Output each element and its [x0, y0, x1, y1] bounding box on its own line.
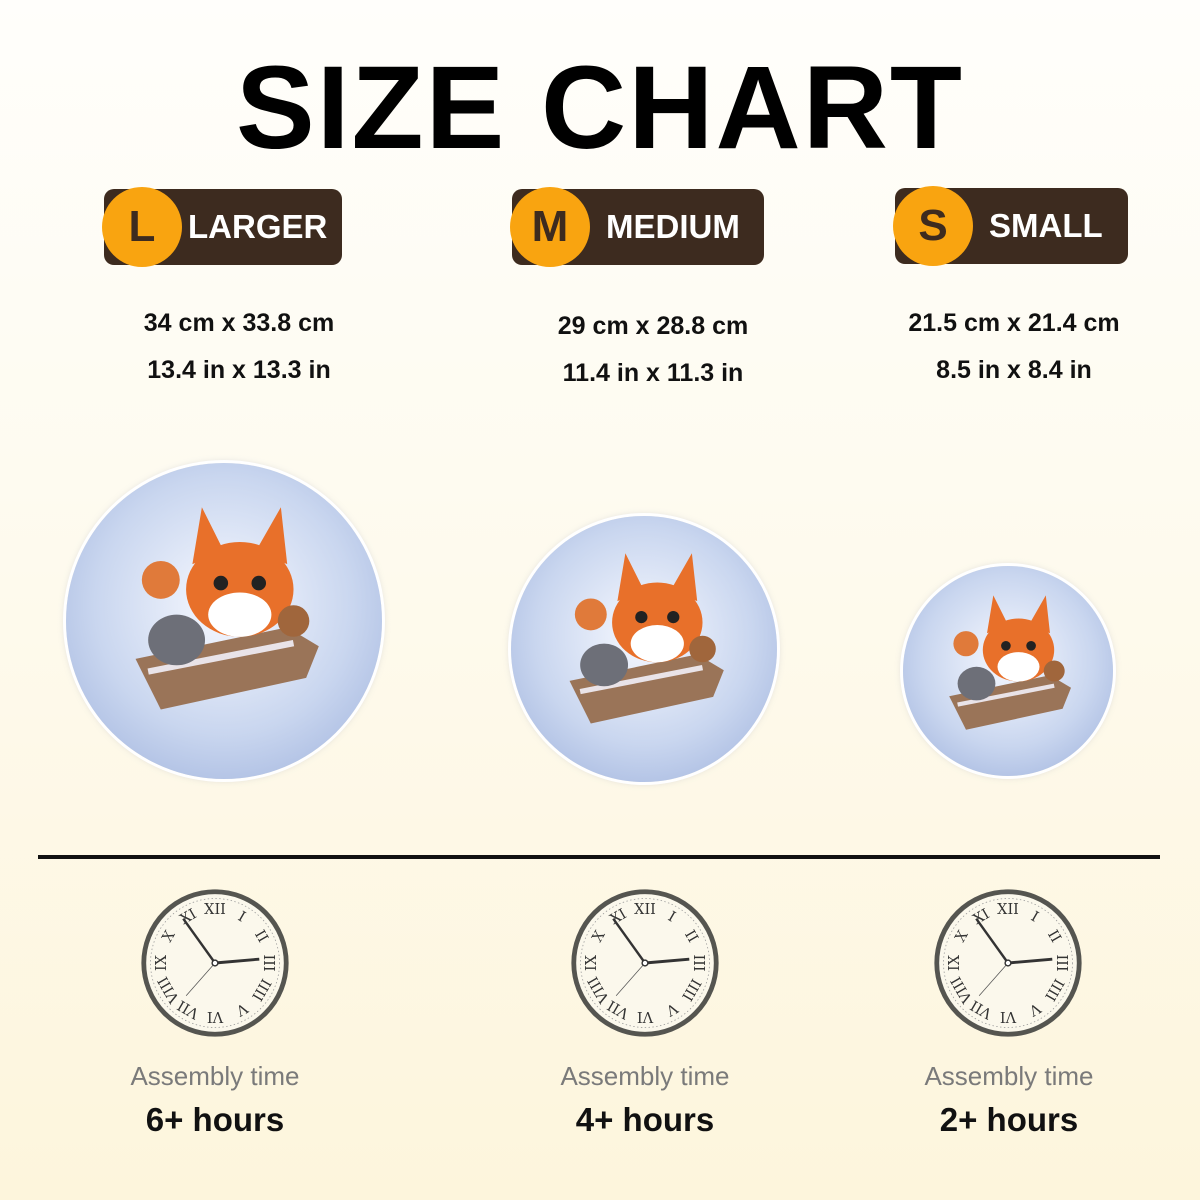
divider [38, 855, 1160, 859]
clock-numeral: VI [207, 1008, 224, 1024]
size-label: LARGER [188, 208, 328, 245]
clock-numeral: XII [204, 902, 226, 918]
assembly-label: Assembly time [924, 1061, 1094, 1091]
size-label: MEDIUM [606, 208, 740, 245]
dimension-cm: 34 cm x 33.8 cm [143, 309, 335, 337]
clock-numeral: IX [584, 954, 600, 971]
fox-sled-artwork [135, 507, 319, 710]
minute-hand [975, 918, 1009, 964]
hour-hand [644, 957, 690, 965]
clock-numeral: III [1053, 954, 1069, 971]
size-badge-medium: M MEDIUM [510, 187, 764, 267]
dimensions-medium: 29 cm x 28.8 cm 11.4 in x 11.3 in [473, 303, 833, 397]
size-letter: S [893, 186, 973, 266]
clock-numeral: VI [637, 1008, 654, 1024]
clock-numeral: IX [154, 954, 170, 971]
dimensions-small: 21.5 cm x 21.4 cm 8.5 in x 8.4 in [834, 300, 1194, 394]
puzzle-image-medium [511, 516, 777, 782]
clock-numeral: XII [997, 902, 1019, 918]
assembly-label: Assembly time [130, 1061, 300, 1091]
clock-numeral: XII [634, 902, 656, 918]
size-letter: L [102, 187, 182, 267]
second-hand [615, 962, 646, 996]
size-badge-large: L LARGER [102, 187, 342, 267]
dimension-in: 13.4 in x 13.3 in [147, 356, 331, 384]
page-title: SIZE CHART [236, 42, 964, 174]
assembly-time: 4+ hours [575, 1101, 715, 1138]
clock-numeral: XI [178, 906, 200, 928]
dimension-cm: 21.5 cm x 21.4 cm [908, 309, 1120, 337]
clock-numeral: XI [608, 906, 630, 928]
size-letter: M [510, 187, 590, 267]
dimension-in: 11.4 in x 11.3 in [562, 359, 744, 387]
minute-hand [612, 918, 646, 964]
assembly-label: Assembly time [560, 1061, 730, 1091]
puzzle-image-large [66, 463, 382, 779]
dimension-in: 8.5 in x 8.4 in [936, 356, 1092, 384]
puzzle-image-small [903, 566, 1113, 776]
clock-numeral: VI [1000, 1008, 1017, 1024]
fox-sled-artwork [949, 595, 1071, 730]
second-hand [978, 962, 1009, 996]
clock-numeral: III [260, 954, 276, 971]
dimensions-large: 34 cm x 33.8 cm 13.4 in x 13.3 in [59, 300, 419, 394]
clock-numeral: IX [947, 954, 963, 971]
size-label: SMALL [989, 207, 1103, 244]
clock-numeral: III [690, 954, 706, 971]
assembly-time: 2+ hours [939, 1101, 1079, 1138]
dimension-cm: 29 cm x 28.8 cm [557, 312, 749, 340]
minute-hand [182, 918, 216, 964]
clock-numeral: XI [971, 906, 993, 928]
fox-sled-artwork [569, 553, 724, 724]
hour-hand [1007, 957, 1053, 965]
hour-hand [214, 957, 260, 965]
second-hand [185, 962, 216, 996]
size-badge-small: S SMALL [893, 186, 1128, 266]
assembly-time: 6+ hours [145, 1101, 285, 1138]
